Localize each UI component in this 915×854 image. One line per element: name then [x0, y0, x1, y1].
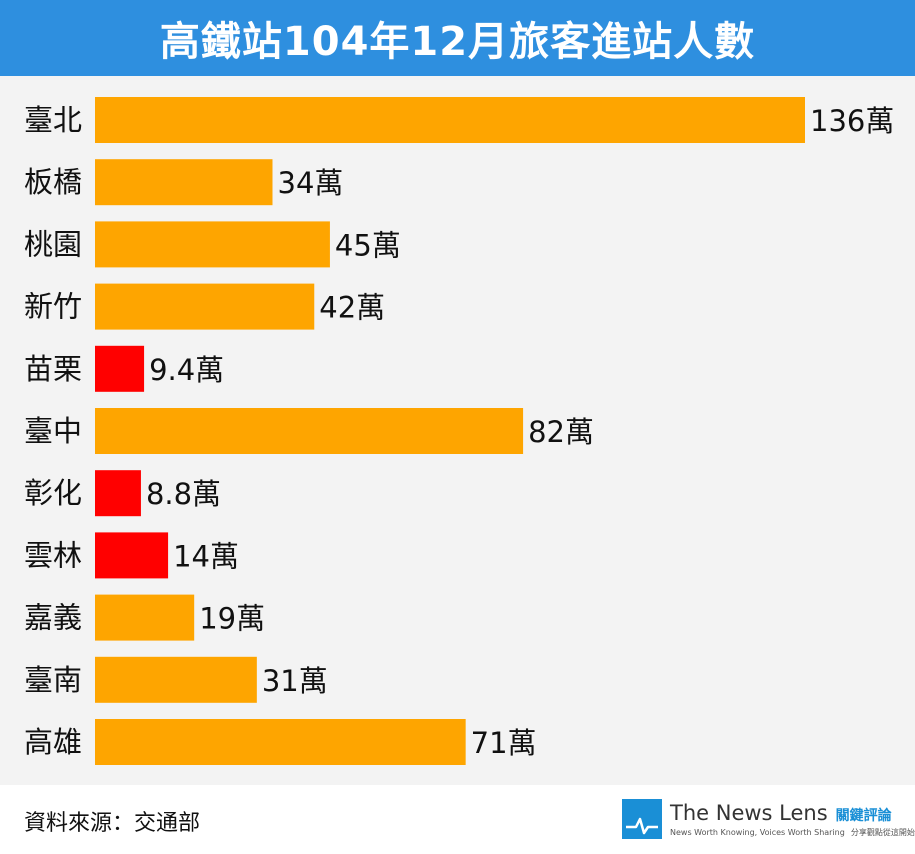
bar [95, 656, 257, 703]
data-label: 71萬 [471, 726, 537, 760]
chart-title: 高鐵站104年12月旅客進站人數 [159, 19, 756, 65]
bar [95, 594, 195, 641]
bar [95, 532, 169, 579]
category-label: 新竹 [24, 290, 82, 324]
category-label: 彰化 [24, 476, 82, 510]
data-label: 9.4萬 [149, 353, 224, 387]
brand-name: The News Lens [670, 800, 828, 825]
source-note: 資料來源：交通部 [24, 811, 201, 836]
brand-tagline-chinese: 分享觀點從這開始 [850, 827, 915, 837]
category-label: 板橋 [24, 165, 82, 199]
bar [95, 97, 805, 143]
category-label: 苗栗 [24, 352, 82, 386]
brand-chinese-name: 關鍵評論 [835, 807, 892, 824]
pulse-line-icon [622, 799, 662, 839]
bar [95, 221, 330, 268]
brand-tagline-row: News Worth Knowing, Voices Worth Sharing… [670, 827, 915, 838]
bar [95, 719, 466, 765]
data-label: 82萬 [528, 415, 594, 449]
bar [95, 345, 145, 392]
brand-text: The News Lens 關鍵評論 News Worth Knowing, V… [670, 801, 915, 838]
data-label: 31萬 [262, 664, 328, 698]
brand-row: The News Lens 關鍵評論 [670, 801, 915, 825]
plot-area: 臺北 136萬板橋 34萬桃園 45萬新竹 42萬苗栗 9.4萬臺中 82萬彰化 8.8萬雲林… [0, 76, 915, 785]
category-label: 臺南 [24, 663, 82, 697]
data-label: 136萬 [810, 104, 894, 138]
category-label: 嘉義 [24, 601, 82, 635]
data-label: 19萬 [199, 602, 265, 636]
data-label: 8.8萬 [146, 477, 221, 511]
brand-logo-block: The News Lens 關鍵評論 News Worth Knowing, V… [622, 799, 915, 839]
category-label: 臺中 [24, 414, 82, 448]
data-label: 14萬 [173, 539, 239, 573]
category-label: 雲林 [24, 538, 82, 572]
bar [95, 408, 524, 454]
bar [95, 470, 141, 517]
data-label: 42萬 [319, 291, 385, 325]
data-label: 34萬 [278, 166, 344, 200]
bar [95, 159, 273, 206]
bar [95, 283, 315, 330]
category-label: 桃園 [24, 227, 82, 261]
data-label: 45萬 [335, 228, 401, 262]
brand-tagline: News Worth Knowing, Voices Worth Sharing [670, 827, 845, 837]
footer: 資料來源：交通部 The News Lens 關鍵評論 News Worth K… [0, 785, 915, 854]
title-bar: 高鐵站104年12月旅客進站人數 [0, 0, 915, 76]
category-label: 臺北 [24, 103, 82, 137]
category-label: 高雄 [24, 725, 82, 759]
